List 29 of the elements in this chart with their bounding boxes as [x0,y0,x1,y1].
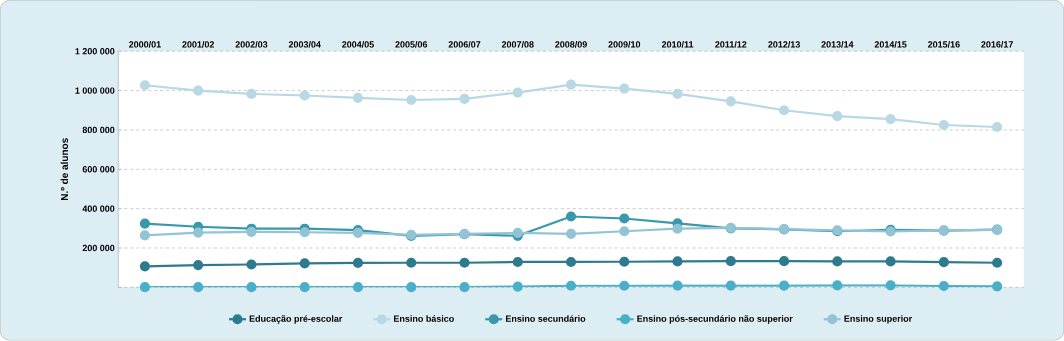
x-tick-label: 2003/04 [288,41,321,48]
legend-label: Ensino secundário [505,315,586,323]
legend-label: Ensino superior [844,315,913,324]
x-tick-label: 2016/17 [981,41,1013,48]
y-axis-title: N.º de alunos [60,138,69,201]
x-tick-label: 2009/10 [608,41,641,48]
x-tick-label: 2002/03 [235,41,268,48]
x-tick-label: 2012/13 [768,41,800,48]
x-tick-label: 2011/12 [715,41,747,48]
x-tick-label: 2010/11 [661,41,694,48]
x-tick-label: 2014/15 [874,41,907,48]
y-tick-label: 800 000 [82,126,115,134]
x-tick-label: 2005/06 [395,41,428,48]
y-tick-label: 600 000 [82,166,115,173]
x-tick-label: 2000/01 [129,41,161,48]
x-tick-label: 2001/02 [182,41,215,48]
legend-label: Ensino básico [394,315,454,323]
y-tick-label: 400 000 [82,205,115,213]
legend-label: Educação pré-escolar [249,315,343,324]
x-tick-label: 2006/07 [448,41,481,48]
x-tick-label: 2015/16 [927,41,960,48]
y-tick-label: 1 200 000 [75,48,115,55]
x-tick-label: 2007/08 [501,41,534,48]
x-tick-label: 2008/09 [555,41,587,48]
y-tick-label: 200 000 [82,245,115,252]
x-tick-label: 2004/05 [342,41,374,48]
x-tick-label: 2013/14 [821,41,854,48]
legend-label: Ensino pós-secundário não superior [637,315,793,324]
y-tick-label: 1 000 000 [75,87,115,94]
